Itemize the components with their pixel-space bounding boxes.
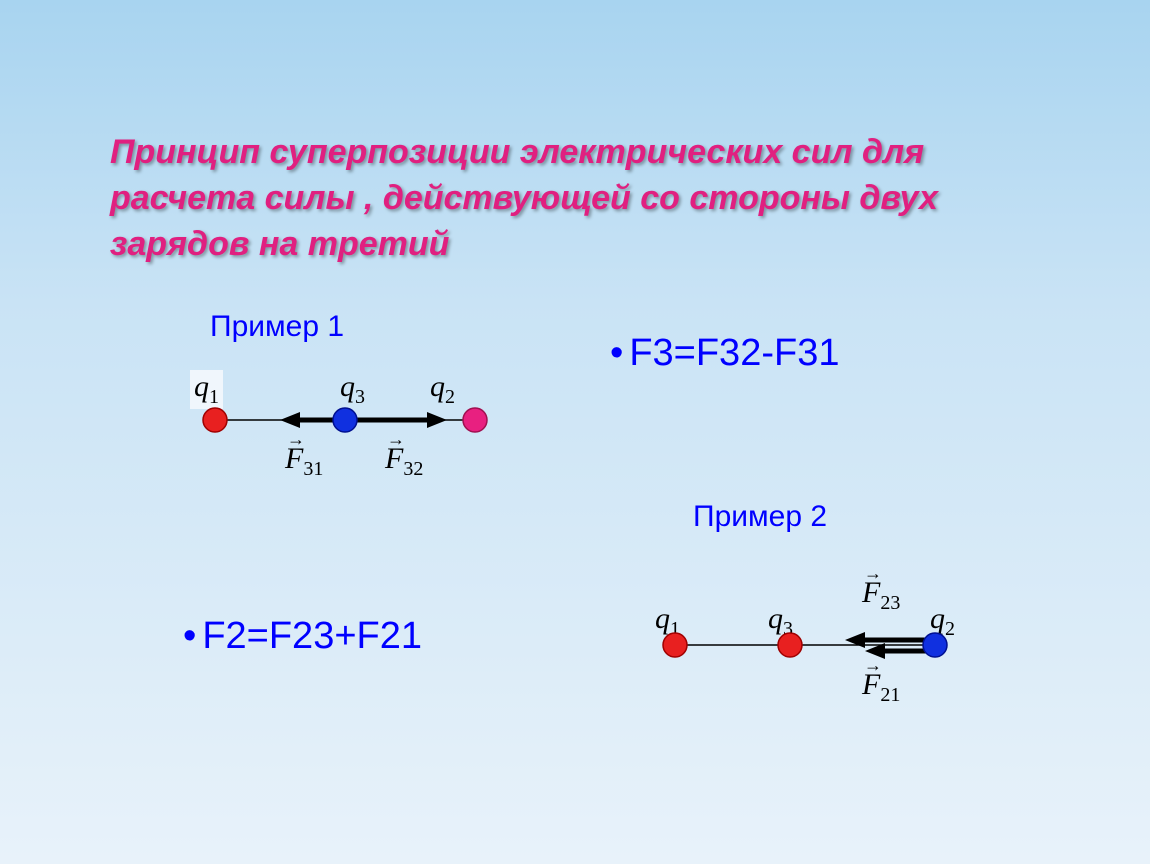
bullet-icon: • [610, 332, 623, 374]
f31-label: F31 [285, 442, 323, 481]
formula1-text: F3=F32-F31 [629, 332, 839, 374]
q1-circle-ex2 [663, 633, 687, 657]
f32-label: F32 [385, 442, 423, 481]
f23-label: F23 [862, 576, 900, 615]
slide-title: Принцип суперпозиции электрических сил д… [110, 130, 1040, 268]
bullet-icon: • [183, 615, 196, 657]
slide: Принцип суперпозиции электрических сил д… [0, 0, 1150, 864]
q1-circle-ex1 [203, 408, 227, 432]
example1-diagram [175, 395, 515, 445]
q2-circle-ex1 [463, 408, 487, 432]
example2-formula: •F2=F23+F21 [183, 615, 422, 658]
example1-formula: •F3=F32-F31 [610, 332, 839, 375]
f21-label: F21 [862, 668, 900, 707]
example2-diagram [635, 620, 975, 670]
example2-label: Пример 2 [693, 500, 827, 534]
q3-circle-ex2 [778, 633, 802, 657]
example1-label: Пример 1 [210, 310, 344, 344]
f31-arrow-head [280, 412, 300, 428]
f32-arrow-head [427, 412, 447, 428]
q3-circle-ex1 [333, 408, 357, 432]
formula2-text: F2=F23+F21 [202, 615, 422, 657]
q2-circle-ex2 [923, 633, 947, 657]
